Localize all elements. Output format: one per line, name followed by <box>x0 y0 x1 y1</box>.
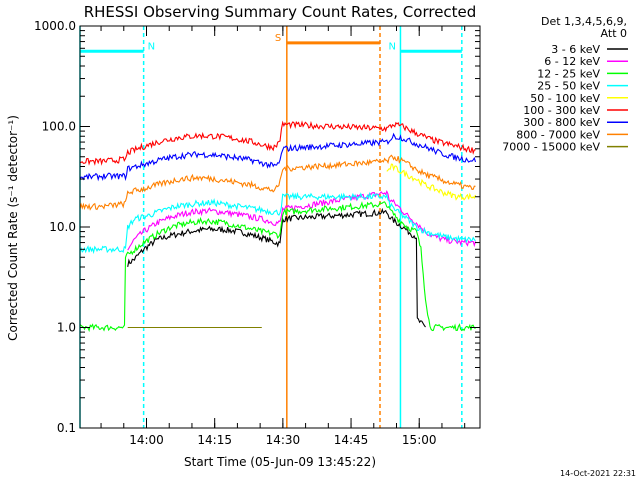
legend-label-2: 12 - 25 keV <box>537 67 600 80</box>
series-line-7 <box>79 154 476 211</box>
x-tick-label-0: 14:00 <box>129 433 164 447</box>
x-tick-label-1: 14:15 <box>197 433 232 447</box>
legend-header-0: Det 1,3,4,5,6,9, <box>541 15 627 28</box>
legend-label-1: 6 - 12 keV <box>544 55 600 68</box>
y-tick-label-3: 100.0 <box>42 120 76 134</box>
legend-header-1: Att 0 <box>601 27 627 40</box>
x-axis-label: Start Time (05-Jun-09 13:45:22) <box>184 455 376 469</box>
x-tick-label-3: 14:45 <box>334 433 369 447</box>
legend-label-6: 300 - 800 keV <box>523 116 600 129</box>
chart-axes: 0.1 1.0 10.0 100.0 1000.0 14:00 14:15 14:30 14:4… <box>34 19 481 447</box>
legend-label-7: 800 - 7000 keV <box>516 128 600 141</box>
y-tick-label-2: 10.0 <box>49 220 76 234</box>
legend-label-5: 100 - 300 keV <box>523 104 600 117</box>
legend-label-4: 50 - 100 keV <box>530 92 600 105</box>
flag-label-1: N <box>388 41 395 52</box>
timestamp: 14-Oct-2021 22:31 <box>560 469 636 478</box>
x-tick-label-2: 14:30 <box>266 433 301 447</box>
legend-label-8: 7000 - 15000 keV <box>502 141 600 154</box>
legend-label-0: 3 - 6 keV <box>551 43 600 56</box>
y-tick-label-1: 1.0 <box>57 321 76 335</box>
y-tick-label-0: 0.1 <box>57 421 76 435</box>
flag-label-0: N <box>148 41 155 52</box>
x-tick-label-4: 15:00 <box>402 433 437 447</box>
chart-title: RHESSI Observing Summary Count Rates, Co… <box>84 3 477 21</box>
y-tick-label-4: 1000.0 <box>34 19 76 33</box>
y-axis-label: Corrected Count Rate (s⁻¹ detector⁻¹) <box>6 115 20 341</box>
series-line-2 <box>79 201 476 333</box>
legend-label-3: 25 - 50 keV <box>537 80 600 93</box>
chart-series <box>79 120 477 333</box>
series-line-6 <box>79 132 477 182</box>
flag-label-2: S <box>275 33 281 44</box>
series-line-5 <box>79 120 476 166</box>
series-line-4 <box>386 163 477 201</box>
series-line-3 <box>79 191 476 255</box>
series-line-1 <box>127 189 477 251</box>
series-line-0 <box>127 207 426 328</box>
